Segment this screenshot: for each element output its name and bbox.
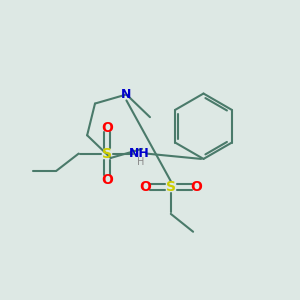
Text: O: O	[140, 180, 152, 194]
Text: N: N	[121, 88, 132, 101]
Text: S: S	[166, 180, 176, 194]
Text: O: O	[101, 173, 113, 187]
Text: NH: NH	[129, 147, 150, 160]
Text: O: O	[101, 121, 113, 135]
Text: O: O	[190, 180, 202, 194]
Text: H: H	[136, 157, 144, 167]
Text: S: S	[102, 147, 112, 160]
